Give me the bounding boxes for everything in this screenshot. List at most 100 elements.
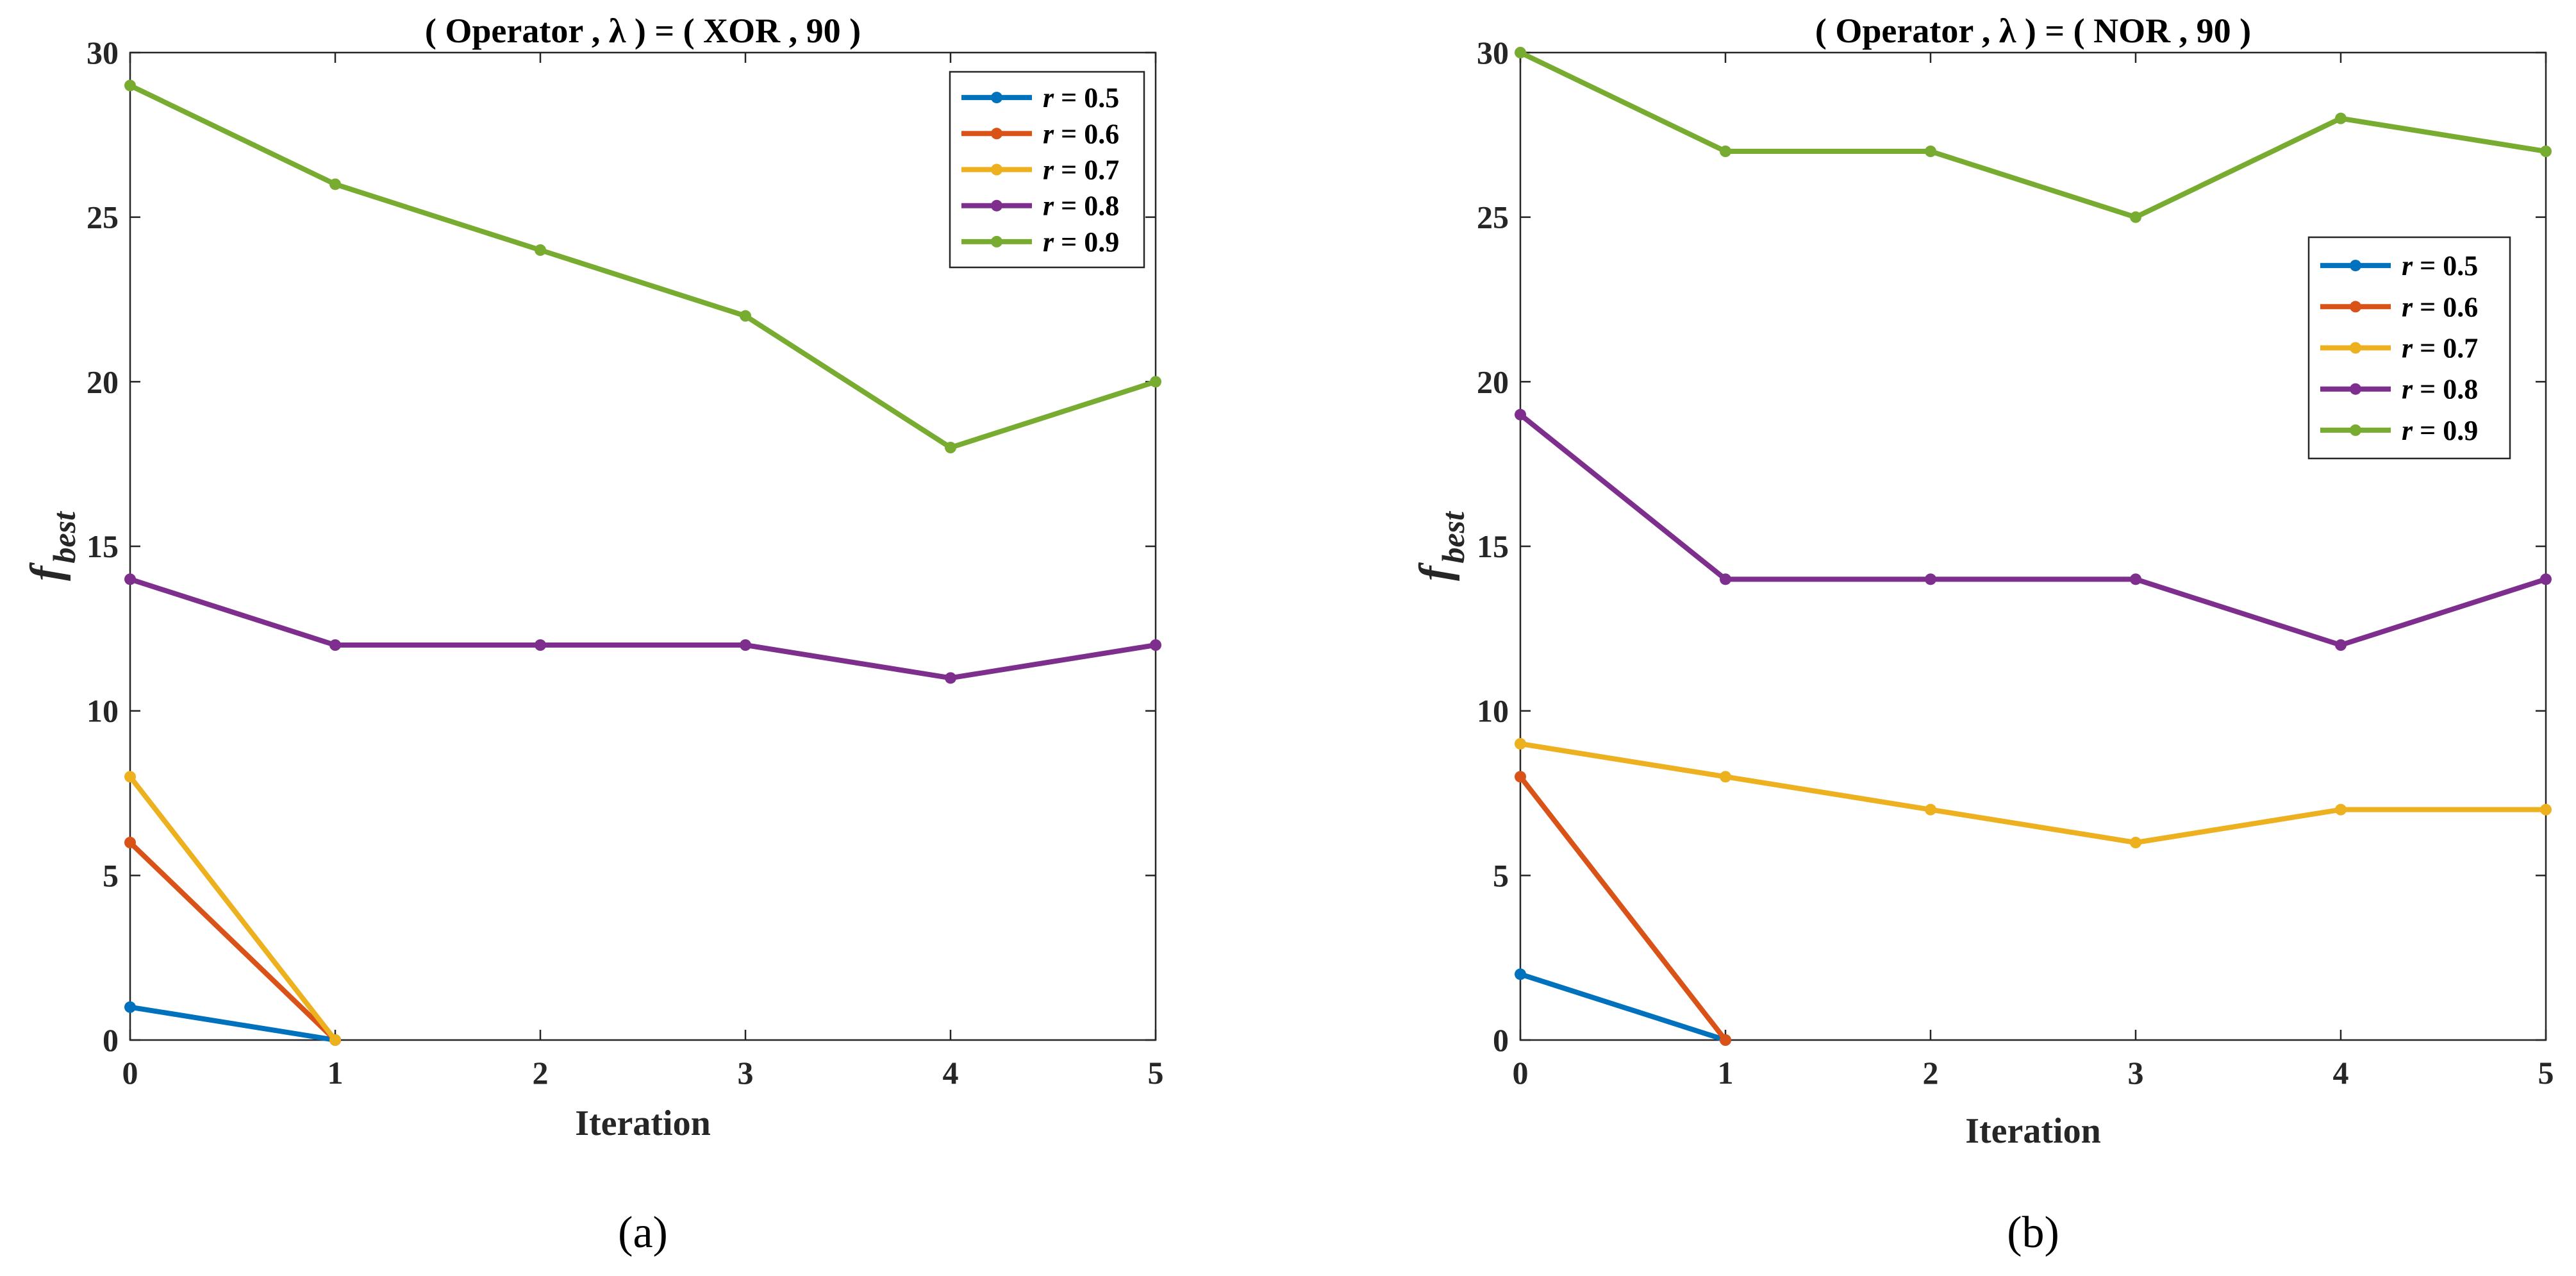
panel-b-series-r05-line <box>1519 971 1727 1043</box>
panel-a-series-r09-point <box>535 244 546 256</box>
panel-b-legend-value: = 0.5 <box>2413 250 2478 281</box>
panel-b-legend-var: r <box>2402 374 2413 405</box>
panel-a-legend-label: r = 0.9 <box>1043 226 1119 258</box>
panel-a-series-r05-line <box>129 1004 336 1043</box>
panel-a-series-r06-line <box>128 841 337 1042</box>
panel-b-legend-marker <box>2350 383 2361 395</box>
panel-a-ylabel-main: f <box>22 562 71 581</box>
panel-a-legend-value: = 0.9 <box>1054 226 1119 258</box>
panel-a-ytick-label: 5 <box>103 857 119 893</box>
panel-b-legend-var: r <box>2402 415 2413 446</box>
panel-a-ylabel-sub: best <box>46 510 82 564</box>
panel-a-legend-marker <box>991 199 1002 212</box>
panel-a-legend-label: r = 0.6 <box>1043 118 1119 149</box>
panel-b-series-r08-point <box>1925 573 1936 585</box>
panel-a-series-r08-point <box>945 672 956 684</box>
panel-b-legend-marker <box>2350 301 2361 313</box>
panel-a-series-r08-line <box>129 576 1156 681</box>
panel-a-legend-box <box>949 71 1145 269</box>
panel-b-series-r07-point <box>1925 803 1936 816</box>
panel-b-xlabel: Iteration <box>1965 1111 2101 1151</box>
panel-b-label: (b) <box>2007 1208 2059 1257</box>
panel-b-ytick-label: 20 <box>1477 364 1509 399</box>
panel-a-series-r09-point <box>124 80 136 92</box>
panel-b-legend-label: r = 0.5 <box>2402 250 2478 281</box>
panel-b-legend-var: r <box>2402 291 2413 323</box>
panel-a-xtick-label: 1 <box>328 1055 344 1091</box>
panel-a-series-r07-line <box>128 775 338 1042</box>
panel-a-series-r09-point <box>945 442 956 453</box>
panel-b-series-r09-point <box>1925 146 1936 157</box>
panel-a-legend-var: r <box>1043 118 1054 149</box>
panel-b-series-r09-point <box>1515 47 1526 58</box>
panel-a-series-r08-point <box>740 639 751 651</box>
panel-a-series-r08-point <box>1150 639 1161 651</box>
panel-b-xtick-label: 3 <box>2128 1055 2144 1091</box>
panel-b-series-r08-point <box>2335 639 2347 651</box>
panel-a-xlabel: Iteration <box>575 1104 711 1143</box>
panel-b-series-r08-point <box>1515 408 1526 421</box>
panel-b-series-r09-point <box>2335 112 2347 124</box>
panel-a-series-r07-point <box>124 771 136 783</box>
panel-a-series-r09-point <box>1150 376 1161 388</box>
panel-a-legend-value: = 0.7 <box>1054 155 1119 186</box>
panel-b-series-r08-point <box>2130 573 2141 585</box>
panel-a-title: ( Operator , λ ) = ( XOR , 90 ) <box>425 12 861 50</box>
panel-b-legend-value: = 0.8 <box>2413 374 2478 405</box>
panel-b-series-r07-point <box>2335 803 2347 816</box>
panel-b-ytick-label: 25 <box>1477 199 1509 235</box>
panel-a-legend-var: r <box>1043 226 1054 258</box>
panel-a-ytick-label: 0 <box>103 1022 119 1058</box>
panel-b-legend-value: = 0.9 <box>2413 415 2478 446</box>
panel-b-legend-value: = 0.6 <box>2413 291 2478 323</box>
panel-a-xtick-label: 2 <box>533 1055 549 1091</box>
panel-b-series-r07-point <box>1515 738 1526 750</box>
panel-b-ylabel-main: f <box>1411 562 1460 581</box>
panel-b-series-r09-point <box>2540 146 2552 157</box>
panel-b-series-r09-point <box>1720 146 1731 157</box>
panel-b-series-r06-point <box>1720 1034 1731 1046</box>
panel-b-title: ( Operator , λ ) = ( NOR , 90 ) <box>1815 12 2251 50</box>
panel-a-series-r09-line <box>129 83 1157 450</box>
panel-b-ylabel: fbest <box>1411 510 1471 581</box>
panel-b-ytick-label: 5 <box>1493 857 1509 893</box>
panel-a-legend-marker <box>991 164 1002 176</box>
panel-b-xtick-label: 0 <box>1513 1055 1529 1091</box>
panel-b-legend-label: r = 0.9 <box>2402 415 2478 446</box>
panel-b-legend-value: = 0.7 <box>2413 333 2478 364</box>
panel-a-ytick-label: 25 <box>87 199 119 235</box>
panel-b-legend-marker <box>2350 342 2361 354</box>
panel-b-series-r08-line <box>1518 412 2547 648</box>
panel-b-series-r06-line <box>1518 775 1728 1042</box>
panel-a-legend-label: r = 0.8 <box>1043 190 1119 222</box>
panel-b-series-r07-point <box>1720 771 1731 783</box>
panel-a-xtick-label: 5 <box>1148 1055 1164 1091</box>
panel-b-legend-label: r = 0.7 <box>2402 333 2478 364</box>
panel-a-series-r09-point <box>740 310 751 322</box>
panel-a-series-r05-point <box>124 1001 136 1013</box>
panel-b-series-r07-line <box>1520 741 2546 845</box>
panel-b-ytick-label: 10 <box>1477 693 1509 729</box>
panel-a-chart: 0 5 10 15 20 25 30 0 1 2 3 4 5 ( Operator , λ ) = ( X… <box>22 12 1164 1257</box>
panel-a-ytick-label: 30 <box>87 35 119 71</box>
panel-a-legend-marker <box>991 128 1002 140</box>
panel-b-ytick-label: 30 <box>1477 35 1509 71</box>
panel-a-series-r08-point <box>124 573 136 585</box>
panel-a-legend-value: = 0.8 <box>1054 190 1119 222</box>
panel-b-legend-marker <box>2350 260 2361 272</box>
panel-a-series-r09-point <box>329 178 341 190</box>
panel-b-legend: r = 0.5r = 0.6r = 0.7r = 0.8r = 0.9 <box>2307 236 2511 460</box>
panel-a-ytick-label: 15 <box>87 528 119 564</box>
panel-a-legend: r = 0.5r = 0.6r = 0.7r = 0.8r = 0.9 <box>949 71 1145 269</box>
panel-a-xtick-label: 4 <box>943 1055 959 1091</box>
panel-b-chart: 0 5 10 15 20 25 30 0 1 2 3 4 5 ( Operator , λ ) = ( N… <box>1411 12 2554 1257</box>
panel-b-series-r08-point <box>2540 573 2552 585</box>
panel-a-series-r08-point <box>329 639 341 651</box>
panel-b-xtick-label: 2 <box>1923 1055 1939 1091</box>
panel-a-legend-var: r <box>1043 190 1054 222</box>
panel-b-xtick-label: 5 <box>2538 1055 2554 1091</box>
panel-b-series-r08-point <box>1720 573 1731 585</box>
panel-a-label: (a) <box>618 1208 668 1257</box>
panel-a-series-r07-point <box>329 1034 341 1046</box>
panel-a-ylabel: fbest <box>22 510 82 581</box>
